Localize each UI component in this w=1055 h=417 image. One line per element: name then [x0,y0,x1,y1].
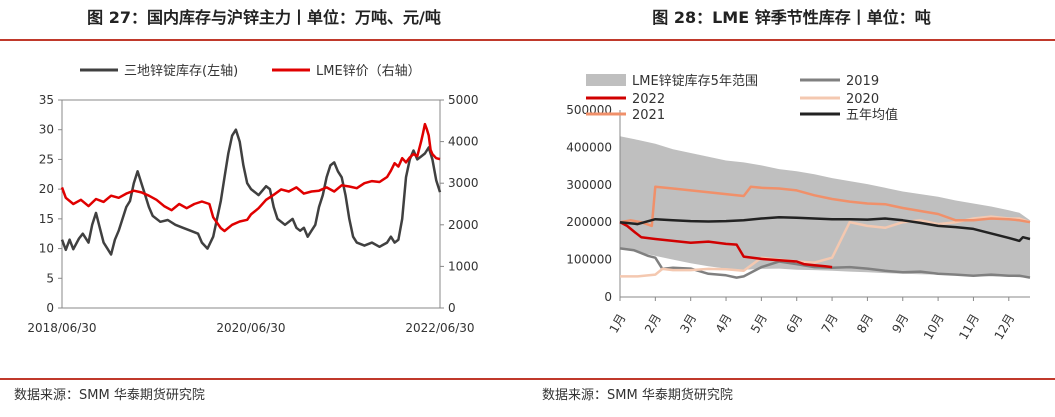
right-x-tick-label: 10月 [921,312,947,343]
left-y-tick-label: 20 [39,182,54,196]
left-y-tick-label: 15 [39,212,54,226]
series-line-five-year-avg [619,216,1031,243]
right-axis-tick-label: 1000 [448,259,479,273]
left-y-tick-label: 35 [39,93,54,107]
left-y-tick-label: 10 [39,242,54,256]
right-chart-panel: 图 28：LME 锌季节性库存丨单位：吨 500000 400000 300000 2… [528,0,1055,417]
series-band-5yr-range [620,136,1030,278]
right-x-tick-label: 6月 [783,312,805,336]
right-source-rule [528,378,1055,380]
left-y-tick-label: 25 [39,152,54,166]
right-y-tick-label: 100000 [566,253,612,267]
right-title-rule [528,39,1055,41]
left-title-rule [0,39,528,41]
left-source-rule [0,378,528,380]
left-x-tick-label: 2018/06/30 [27,321,96,335]
right-x-tick-label: 11月 [956,312,982,343]
right-x-tick-label: 1月 [607,312,629,336]
legend-band-swatch [586,74,626,86]
legend-label: 2019 [846,74,879,89]
legend-label: 2021 [632,108,665,123]
right-y-tick-label: 300000 [566,178,612,192]
right-x-tick-label: 5月 [748,312,770,336]
right-x-tick-label: 3月 [677,312,699,336]
right-x-tick-label: 8月 [854,312,876,336]
left-chart-panel: 图 27：国内库存与沪锌主力丨单位：万吨、元/吨 35 30 25 20 15 10 5 0 5… [0,8,528,403]
right-chart-title: 图 28：LME 锌季节性库存丨单位：吨 [652,8,931,27]
legend-price-label: LME锌价（右轴） [316,64,421,79]
series-line-inventory [60,128,442,256]
left-y-tick-label: 0 [46,301,54,315]
legend-inventory-label: 三地锌锭库存(左轴) [124,63,238,79]
left-x-tick-label: 2022/06/30 [405,321,474,335]
left-plot-frame [61,99,441,309]
right-y-tick-label: 400000 [566,140,612,154]
right-axis-tick-label: 2000 [448,218,479,232]
right-axis-tick-label: 4000 [448,135,479,149]
right-x-tick-label: 4月 [713,312,735,336]
right-x-tick-label: 12月 [992,312,1018,343]
series-line-2021 [619,185,1031,228]
legend-label: 2020 [846,92,879,107]
right-y-tick-label: 200000 [566,215,612,229]
legend-label: LME锌锭库存5年范围 [632,73,758,89]
right-x-tick-label: 9月 [889,312,911,336]
left-y-tick-label: 5 [46,271,54,285]
right-source-text: 数据来源：SMM 华泰期货研究院 [542,388,733,403]
legend-label: 五年均值 [846,107,898,123]
right-y-tick-label: 0 [604,290,612,304]
left-chart-svg: 35 30 25 20 15 10 5 0 5000 4000 3000 2000 1000 0 2018/… [27,63,479,335]
left-x-tick-label: 2020/06/30 [216,321,285,335]
right-x-tick-label: 2月 [642,312,664,336]
right-axis-tick-label: 0 [448,301,456,315]
left-y-tick-label: 30 [39,123,54,137]
right-axis-tick-label: 5000 [448,93,479,107]
series-line-price [60,122,441,233]
left-source-text: 数据来源：SMM 华泰期货研究院 [14,388,205,403]
right-axis-tick-label: 3000 [448,176,479,190]
right-x-tick-label: 7月 [819,312,841,336]
series-line-2022 [619,221,833,269]
legend-label: 2022 [632,92,665,107]
left-chart-title: 图 27：国内库存与沪锌主力丨单位：万吨、元/吨 [87,8,441,27]
